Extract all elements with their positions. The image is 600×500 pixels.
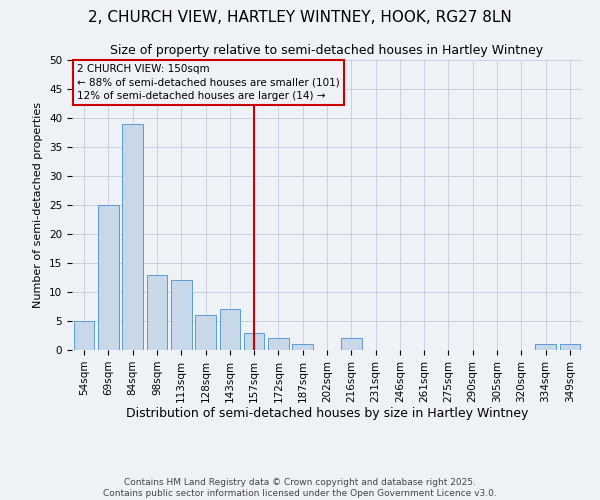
Bar xyxy=(244,332,265,350)
Text: Contains HM Land Registry data © Crown copyright and database right 2025.
Contai: Contains HM Land Registry data © Crown c… xyxy=(103,478,497,498)
Bar xyxy=(220,310,240,350)
Text: 2 CHURCH VIEW: 150sqm
← 88% of semi-detached houses are smaller (101)
12% of sem: 2 CHURCH VIEW: 150sqm ← 88% of semi-deta… xyxy=(77,64,340,101)
Bar xyxy=(292,344,313,350)
Bar xyxy=(146,274,167,350)
Y-axis label: Number of semi-detached properties: Number of semi-detached properties xyxy=(34,102,43,308)
Bar xyxy=(535,344,556,350)
Bar xyxy=(341,338,362,350)
Bar xyxy=(268,338,289,350)
X-axis label: Distribution of semi-detached houses by size in Hartley Wintney: Distribution of semi-detached houses by … xyxy=(126,408,528,420)
Title: Size of property relative to semi-detached houses in Hartley Wintney: Size of property relative to semi-detach… xyxy=(110,44,544,58)
Bar xyxy=(171,280,191,350)
Bar xyxy=(98,205,119,350)
Bar xyxy=(122,124,143,350)
Bar xyxy=(74,321,94,350)
Text: 2, CHURCH VIEW, HARTLEY WINTNEY, HOOK, RG27 8LN: 2, CHURCH VIEW, HARTLEY WINTNEY, HOOK, R… xyxy=(88,10,512,25)
Bar xyxy=(195,315,216,350)
Bar xyxy=(560,344,580,350)
